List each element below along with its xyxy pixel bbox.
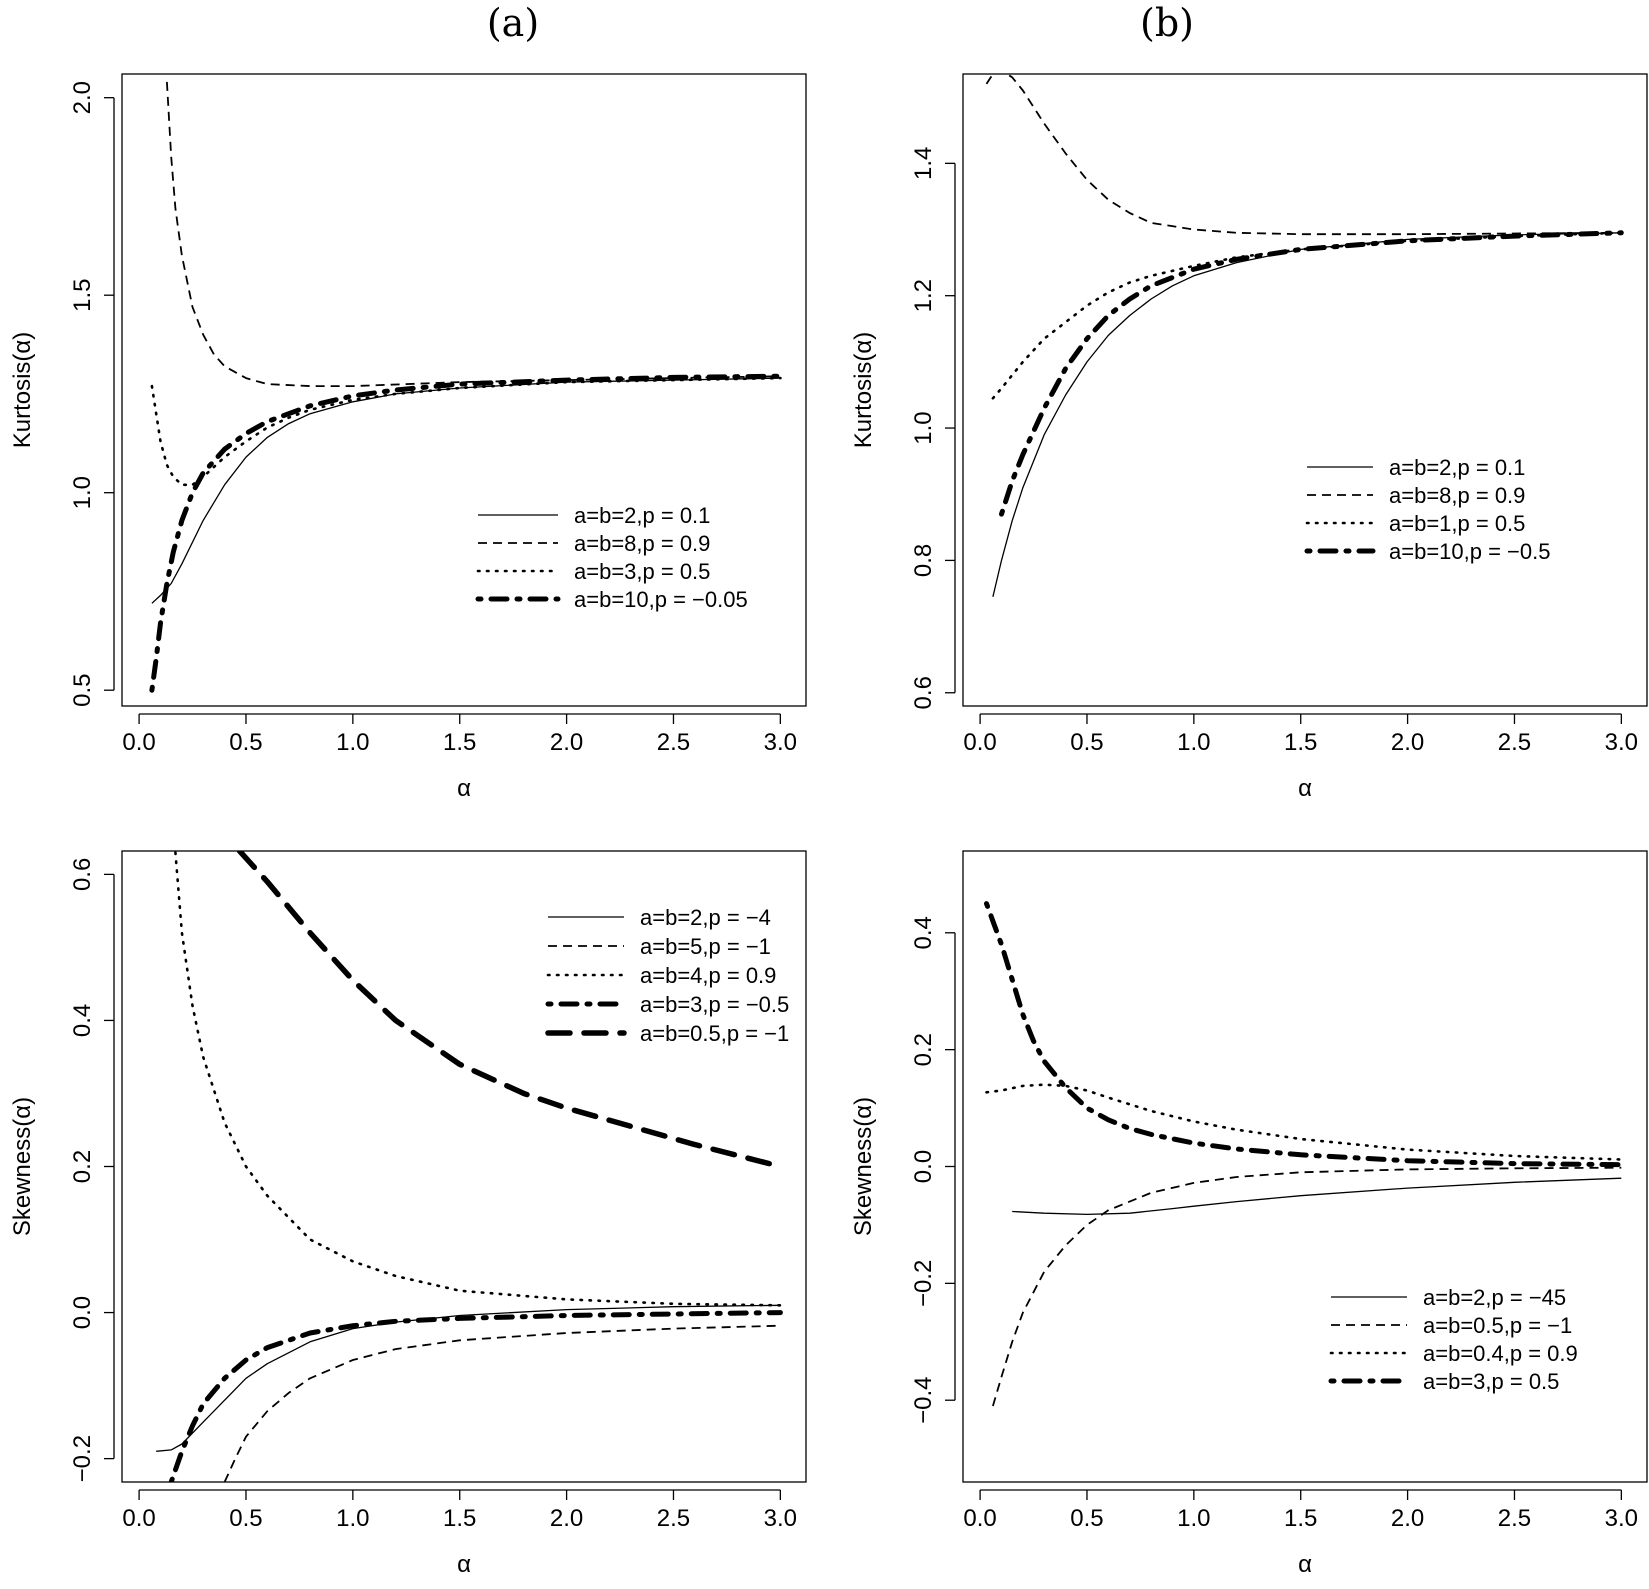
chart-3-b-bottom-x-tick-label-0: 0.0 [963, 1505, 996, 1532]
chart-3-b-bottom-x-tick-label-4: 2.0 [1391, 1505, 1424, 1532]
chart-3-b-bottom-x-tick-label-6: 3.0 [1605, 1505, 1638, 1532]
chart-3-b-bottom-y-tick-label-2: 0.0 [910, 1150, 937, 1183]
chart-1-b-top-series-line-1 [985, 74, 1622, 236]
chart-1-b-top-legend-label-0: a=b=2,p = 0.1 [1389, 455, 1525, 480]
chart-2-a-bottom-x-tick-label-1: 0.5 [229, 1505, 262, 1532]
chart-1-b-top-series-line-2 [991, 231, 1623, 400]
chart-1-b-top-series-line-3 [999, 230, 1624, 517]
chart-1-b-top-x-tick-label-5: 2.5 [1498, 729, 1531, 756]
chart-1-b-top-x-tick-label-3: 1.5 [1284, 729, 1317, 756]
chart-2-a-bottom-x-axis-label: α [457, 1551, 471, 1578]
chart-2-a-bottom-legend-label-2: a=b=4,p = 0.9 [640, 963, 776, 988]
chart-0-a-top-y-tick-label-0: 0.5 [69, 674, 96, 707]
chart-0-a-top-series-line-2 [150, 376, 782, 487]
chart-3-b-bottom-legend-label-3: a=b=3,p = 0.5 [1423, 1369, 1559, 1394]
chart-0-a-top-x-tick-label-4: 2.0 [550, 729, 583, 756]
chart-1-b-top-x-tick-label-6: 3.0 [1605, 729, 1638, 756]
chart-0-a-top-x-tick-label-3: 1.5 [443, 729, 476, 756]
chart-1-b-top-x-tick-label-2: 1.0 [1177, 729, 1210, 756]
chart-2-a-bottom-series-line-4 [236, 851, 784, 1170]
chart-2-a-bottom-series-line-2 [174, 851, 782, 1307]
chart-2-a-bottom-y-tick-label-0: −0.2 [69, 1435, 96, 1482]
chart-3-b-bottom-x-tick-label-1: 0.5 [1070, 1505, 1103, 1532]
chart-1-b-top-y-tick-label-0: 0.6 [910, 676, 937, 709]
chart-3-b-bottom-legend-label-0: a=b=2,p = −45 [1423, 1285, 1566, 1310]
chart-0-a-top-series-line-3 [149, 373, 783, 693]
chart-0-a-top-legend-label-3: a=b=10,p = −0.05 [574, 587, 748, 612]
chart-1-b-top-plot-frame [962, 73, 1648, 707]
chart-1-b-top-legend-label-2: a=b=1,p = 0.5 [1389, 511, 1525, 536]
chart-0-a-top-series-line-0 [151, 377, 781, 604]
panel-title-a: (a) [487, 1, 539, 45]
chart-1-b-top-x-axis-label: α [1298, 775, 1312, 802]
chart-3-b-bottom-y-axis-label: Skewness(α) [850, 1097, 877, 1236]
chart-0-a-top-x-tick-label-5: 2.5 [657, 729, 690, 756]
chart-3-b-bottom-plot-frame [962, 850, 1648, 1483]
chart-0-a-top-y-tick-label-2: 1.5 [69, 279, 96, 312]
chart-2-a-bottom-y-tick-label-2: 0.2 [69, 1150, 96, 1183]
chart-1-b-top-y-tick-label-4: 1.4 [910, 147, 937, 180]
chart-3-b-bottom-y-tick-label-4: 0.4 [910, 916, 937, 949]
chart-2-a-bottom-y-tick-label-1: 0.0 [69, 1296, 96, 1329]
chart-3-b-bottom-series-line-3 [984, 901, 1624, 1168]
chart-2-a-bottom-legend-label-4: a=b=0.5,p = −1 [640, 1021, 789, 1046]
chart-2-a-bottom-legend-label-1: a=b=5,p = −1 [640, 934, 771, 959]
chart-2-a-bottom-plot-frame [121, 850, 807, 1483]
chart-3-b-bottom-series-line-1 [992, 1166, 1622, 1407]
chart-1-b-top-y-axis-label: Kurtosis(α) [850, 332, 877, 449]
chart-2-a-bottom-series-line-0 [156, 1304, 781, 1452]
chart-1-b-top-legend-label-1: a=b=8,p = 0.9 [1389, 483, 1525, 508]
chart-1-b-top-x-tick-label-1: 0.5 [1070, 729, 1103, 756]
panel-title-b: (b) [1140, 1, 1194, 45]
chart-0-a-top-x-tick-label-6: 3.0 [764, 729, 797, 756]
chart-1-b-top-x-tick-label-0: 0.0 [963, 729, 996, 756]
chart-3-b-bottom-y-tick-label-0: −0.4 [910, 1377, 937, 1424]
chart-1-b-top-x-tick-label-4: 2.0 [1391, 729, 1424, 756]
chart-0-a-top-plot-frame [121, 73, 807, 707]
chart-3-b-bottom-legend-label-1: a=b=0.5,p = −1 [1423, 1313, 1572, 1338]
chart-2-a-bottom-legend-label-0: a=b=2,p = −4 [640, 905, 771, 930]
chart-2-a-bottom-x-tick-label-0: 0.0 [122, 1505, 155, 1532]
chart-3-b-bottom-x-tick-label-2: 1.0 [1177, 1505, 1210, 1532]
chart-0-a-top-x-axis-label: α [457, 775, 471, 802]
chart-2-a-bottom-y-tick-label-3: 0.4 [69, 1004, 96, 1037]
chart-2-a-bottom-series-line-1 [223, 1324, 781, 1482]
chart-2-a-bottom-x-tick-label-4: 2.0 [550, 1505, 583, 1532]
chart-1-b-top-y-tick-label-3: 1.2 [910, 279, 937, 312]
chart-0-a-top-legend-label-1: a=b=8,p = 0.9 [574, 531, 710, 556]
chart-1-b-top-legend-label-3: a=b=10,p = −0.5 [1389, 539, 1551, 564]
chart-2-a-bottom-x-tick-label-2: 1.0 [336, 1505, 369, 1532]
chart-2-a-bottom-x-tick-label-6: 3.0 [764, 1505, 797, 1532]
kurtosis-plot-b: 0.0 0.5 1.0 1.5 2.0 2.5 3.0 α 0.6 0.8 1.0 1.2 1.4 Kur… [850, 73, 1648, 802]
skewness-plot-b: 0.0 0.5 1.0 1.5 2.0 2.5 3.0 α −0.4 −0.2 0.0 0.2 0.4 S… [850, 850, 1648, 1578]
chart-3-b-bottom-y-tick-label-1: −0.2 [910, 1260, 937, 1307]
chart-2-a-bottom-legend-label-3: a=b=3,p = −0.5 [640, 992, 789, 1017]
chart-3-b-bottom-x-tick-label-5: 2.5 [1498, 1505, 1531, 1532]
kurtosis-plot-a: 0.0 0.5 1.0 1.5 2.0 2.5 3.0 α 0.5 1.0 1.5 2.0 Kurtos… [9, 73, 807, 802]
chart-0-a-top-series-line-1 [166, 81, 781, 387]
chart-3-b-bottom-y-tick-label-3: 0.2 [910, 1033, 937, 1066]
chart-0-a-top-legend-label-0: a=b=2,p = 0.1 [574, 503, 710, 528]
chart-3-b-bottom-series-line-2 [985, 1083, 1623, 1161]
chart-0-a-top-x-tick-label-1: 0.5 [229, 729, 262, 756]
chart-0-a-top-x-tick-label-2: 1.0 [336, 729, 369, 756]
chart-2-a-bottom-y-tick-label-4: 0.6 [69, 858, 96, 891]
chart-0-a-top-y-tick-label-3: 2.0 [69, 81, 96, 114]
chart-0-a-top-y-tick-label-1: 1.0 [69, 476, 96, 509]
chart-0-a-top-legend-label-2: a=b=3,p = 0.5 [574, 559, 710, 584]
chart-2-a-bottom-x-tick-label-3: 1.5 [443, 1505, 476, 1532]
chart-3-b-bottom-series-line-0 [1012, 1177, 1622, 1216]
chart-3-b-bottom-x-axis-label: α [1298, 1551, 1312, 1578]
chart-0-a-top-y-axis-label: Kurtosis(α) [9, 332, 36, 449]
chart-2-a-bottom-y-axis-label: Skewness(α) [9, 1097, 36, 1236]
chart-2-a-bottom-x-tick-label-5: 2.5 [657, 1505, 690, 1532]
chart-3-b-bottom-legend-label-2: a=b=0.4,p = 0.9 [1423, 1341, 1578, 1366]
chart-2-a-bottom-series-line-3 [168, 1310, 783, 1482]
skewness-plot-a: 0.0 0.5 1.0 1.5 2.0 2.5 3.0 α −0.2 0.0 0.2 0.4 0.6 Sk… [9, 850, 807, 1578]
chart-3-b-bottom-x-tick-label-3: 1.5 [1284, 1505, 1317, 1532]
chart-0-a-top-x-tick-label-0: 0.0 [122, 729, 155, 756]
chart-1-b-top-y-tick-label-1: 0.8 [910, 544, 937, 577]
chart-1-b-top-y-tick-label-2: 1.0 [910, 411, 937, 444]
